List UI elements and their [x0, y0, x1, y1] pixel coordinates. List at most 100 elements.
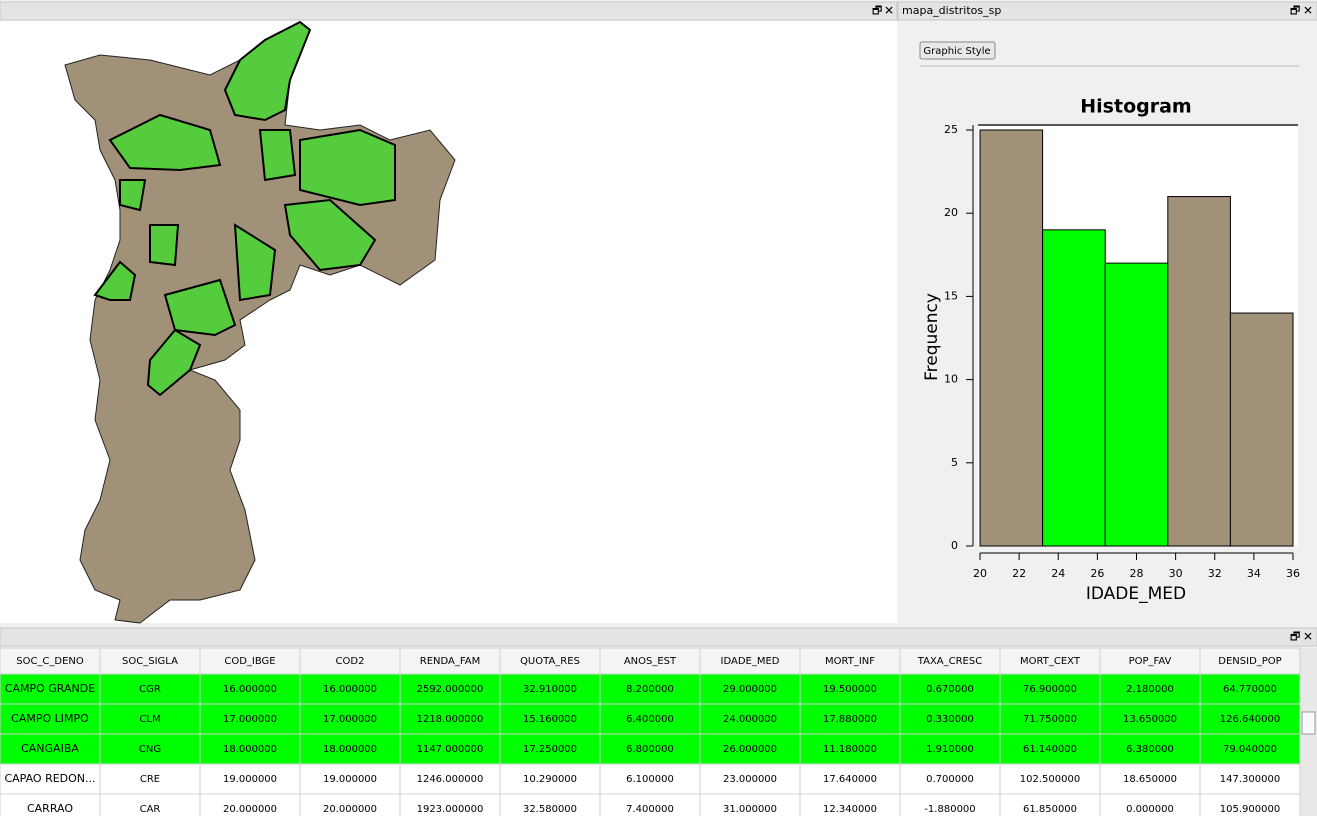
x-axis-label: IDADE_MED [1086, 584, 1186, 604]
cell-text: CAR [140, 804, 161, 815]
column-header [199, 647, 301, 675]
x-tick-label: 34 [1247, 567, 1261, 580]
table-cell [499, 703, 601, 735]
restore-icon[interactable]: 🗗 [1290, 630, 1300, 643]
x-tick-label: 28 [1130, 567, 1144, 580]
cell-text: 0.000000 [1126, 804, 1174, 815]
x-tick-label: 20 [973, 567, 987, 580]
cell-text: 17.250000 [523, 744, 577, 755]
cell-text: 6.800000 [626, 744, 674, 755]
table-cell [1099, 673, 1201, 705]
table-cell [0, 673, 101, 705]
y-tick-label: 0 [951, 539, 958, 552]
cell-text: 61.850000 [1023, 804, 1077, 815]
column-header [399, 647, 501, 675]
bar [1104, 262, 1169, 547]
cell-text: 11.180000 [823, 744, 877, 755]
table-cell [699, 733, 801, 765]
table-cell [899, 763, 1001, 795]
graphic-style-button[interactable] [919, 41, 996, 60]
scroll-thumb[interactable] [1301, 711, 1316, 735]
cell-text: CLM [139, 714, 160, 725]
y-tick-label: 20 [944, 206, 958, 219]
x-tick-label: 30 [1169, 567, 1183, 580]
table-cell [599, 703, 701, 735]
cell-text: 18.000000 [223, 744, 277, 755]
bar [1229, 312, 1294, 547]
cell-text: CAMPO LIMPO [11, 712, 89, 725]
cell-text: 20.000000 [223, 804, 277, 815]
table-cell [1099, 763, 1201, 795]
close-icon[interactable]: ✕ [884, 4, 894, 18]
table-cell [999, 703, 1101, 735]
map-header [0, 1, 898, 21]
table-cell [999, 673, 1101, 705]
table-cell [699, 703, 801, 735]
cell-text: 16.000000 [323, 684, 377, 695]
cell-text: 32.910000 [523, 684, 577, 695]
table-cell [499, 763, 601, 795]
graphic-style-label[interactable]: Graphic Style [923, 46, 990, 57]
close-icon[interactable]: ✕ [1303, 4, 1313, 18]
table-cell [599, 673, 701, 705]
table-cell [899, 703, 1001, 735]
table-cell [699, 673, 801, 705]
column-header-label: COD2 [336, 656, 365, 667]
cell-text: 6.100000 [626, 774, 674, 785]
cell-text: CAMPO GRANDE [5, 682, 95, 695]
column-header [299, 647, 401, 675]
table-cell [499, 733, 601, 765]
cell-text: 64.770000 [1223, 684, 1277, 695]
cell-text: 8.200000 [626, 684, 674, 695]
column-header-label: MORT_CEXT [1020, 656, 1081, 667]
column-header-label: SOC_C_DENO [16, 656, 84, 667]
cell-text: 1147.000000 [417, 744, 484, 755]
restore-icon[interactable]: 🗗 [1290, 4, 1300, 17]
column-header [499, 647, 601, 675]
cell-text: 19.000000 [323, 774, 377, 785]
column-header [1199, 647, 1301, 675]
table-cell [399, 703, 501, 735]
table-cell [299, 703, 401, 735]
x-tick-label: 26 [1090, 567, 1104, 580]
restore-icon[interactable]: 🗗 [872, 4, 882, 17]
close-icon[interactable]: ✕ [1303, 630, 1313, 644]
chart-panel-title: mapa_distritos_sp [902, 4, 1001, 17]
cell-text: -1.880000 [924, 804, 975, 815]
table-cell [299, 733, 401, 765]
table-cell [199, 763, 301, 795]
cell-text: 20.000000 [323, 804, 377, 815]
cell-text: 147.300000 [1220, 774, 1280, 785]
column-header-label: DENSID_POP [1218, 656, 1281, 667]
cell-text: 7.400000 [626, 804, 674, 815]
x-tick-label: 36 [1286, 567, 1300, 580]
cell-text: 16.000000 [223, 684, 277, 695]
cell-text: 29.000000 [723, 684, 777, 695]
table-cell [199, 703, 301, 735]
table-cell [0, 703, 101, 735]
column-header-label: MORT_INF [825, 656, 875, 667]
bar [979, 129, 1044, 547]
column-header [1099, 647, 1201, 675]
column-header-label: ANOS_EST [624, 656, 677, 667]
cell-text: 1246.000000 [417, 774, 484, 785]
column-header-label: RENDA_FAM [420, 656, 480, 667]
cell-text: 17.000000 [223, 714, 277, 725]
cell-text: 0.670000 [926, 684, 974, 695]
selected-districts [93, 20, 396, 397]
y-tick-label: 25 [944, 123, 958, 136]
cell-text: 2.180000 [1126, 684, 1174, 695]
cell-text: 19.000000 [223, 774, 277, 785]
cell-text: CARRAO [27, 802, 73, 815]
table-cell [999, 763, 1101, 795]
y-tick-label: 15 [944, 289, 958, 302]
cell-text: CGR [139, 684, 161, 695]
y-tick-label: 10 [944, 373, 958, 386]
column-header-label: TAXA_CRESC [917, 656, 982, 667]
table-cell [99, 673, 201, 705]
column-header [0, 647, 101, 675]
cell-text: CANGAIBA [21, 742, 79, 755]
cell-text: 26.000000 [723, 744, 777, 755]
